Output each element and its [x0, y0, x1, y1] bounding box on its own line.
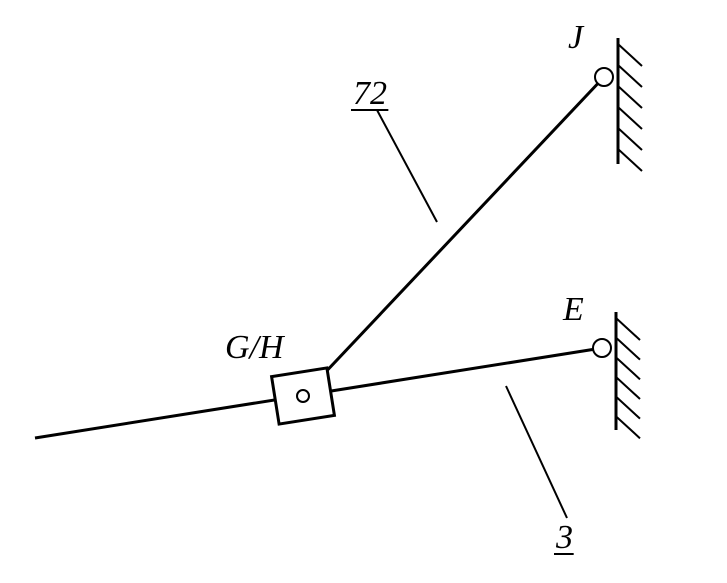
- label-GH: G/H: [225, 329, 286, 366]
- label-3: 3: [555, 519, 573, 556]
- ground-E: [616, 312, 640, 438]
- leader-3: [506, 386, 567, 518]
- pivot-J: [595, 68, 613, 86]
- label-72: 72: [353, 75, 387, 112]
- ground-J: [618, 38, 642, 171]
- mechanism-diagram: J E G/H 72 3: [0, 0, 727, 583]
- pivot-E: [593, 339, 611, 357]
- label-E: E: [562, 291, 584, 328]
- label-J: J: [568, 19, 585, 56]
- link-72: [303, 77, 604, 396]
- leader-72: [377, 110, 437, 222]
- pivot-GH: [297, 390, 309, 402]
